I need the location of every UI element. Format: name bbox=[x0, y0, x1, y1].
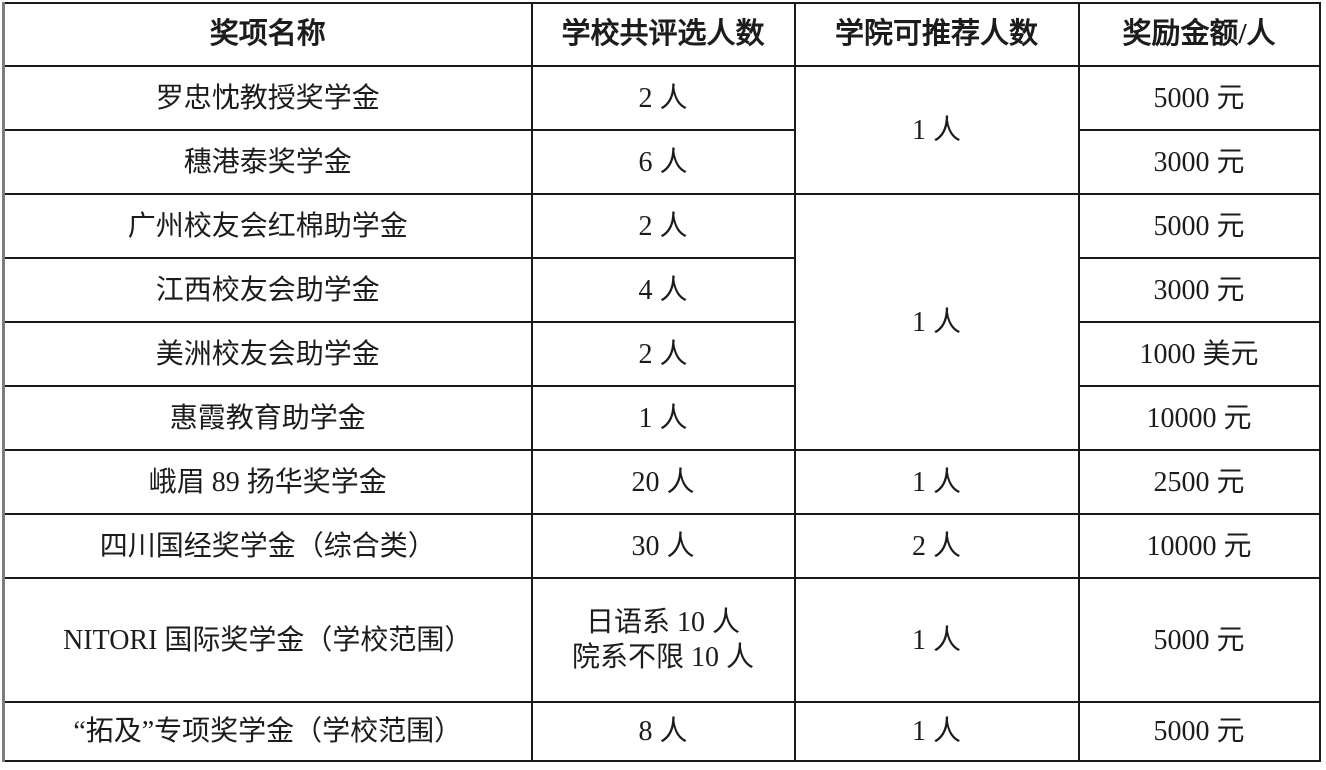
cell-award-name: 江西校友会助学金 bbox=[2, 257, 533, 323]
cell-award-name: 峨眉 89 扬华奖学金 bbox=[2, 449, 533, 515]
cell-school-quota: 2 人 bbox=[530, 193, 796, 259]
table-row: NITORI 国际奖学金（学校范围） 日语系 10 人 院系不限 10 人 1 … bbox=[2, 577, 1321, 703]
school-quota-line-1: 日语系 10 人 bbox=[585, 607, 740, 638]
table-row: 穗港泰奖学金 6 人 3000 元 bbox=[2, 129, 1321, 195]
cell-award-name: NITORI 国际奖学金（学校范围） bbox=[2, 577, 533, 703]
cell-amount: 3000 元 bbox=[1077, 257, 1321, 323]
cell-amount: 2500 元 bbox=[1077, 449, 1321, 515]
table-header-row: 奖项名称 学校共评选人数 学院可推荐人数 奖励金额/人 bbox=[2, 2, 1321, 67]
cell-award-name: “拓及”专项奖学金（学校范围） bbox=[2, 701, 533, 762]
header-amount: 奖励金额/人 bbox=[1077, 2, 1321, 67]
cell-award-name: 广州校友会红棉助学金 bbox=[2, 193, 533, 259]
table-row: “拓及”专项奖学金（学校范围） 8 人 1 人 5000 元 bbox=[2, 701, 1321, 762]
cell-school-quota: 30 人 bbox=[530, 513, 796, 579]
cell-amount: 5000 元 bbox=[1077, 701, 1321, 762]
cell-school-quota: 8 人 bbox=[530, 701, 796, 762]
table-row: 广州校友会红棉助学金 2 人 1 人 5000 元 bbox=[2, 193, 1321, 451]
cell-college-quota: 1 人 bbox=[793, 577, 1080, 703]
cell-amount: 1000 美元 bbox=[1077, 321, 1321, 387]
cell-school-quota: 日语系 10 人 院系不限 10 人 bbox=[530, 577, 796, 703]
header-award-name: 奖项名称 bbox=[2, 2, 533, 67]
table-row: 江西校友会助学金 4 人 3000 元 bbox=[2, 257, 1321, 323]
cell-school-quota: 2 人 bbox=[530, 65, 796, 131]
cell-amount: 5000 元 bbox=[1077, 577, 1321, 703]
header-school-quota: 学校共评选人数 bbox=[530, 2, 796, 67]
cell-award-name: 惠霞教育助学金 bbox=[2, 385, 533, 451]
table-row: 四川国经奖学金（综合类） 30 人 2 人 10000 元 bbox=[2, 513, 1321, 579]
cell-amount: 10000 元 bbox=[1077, 513, 1321, 579]
cell-school-quota: 4 人 bbox=[530, 257, 796, 323]
school-quota-line-2: 院系不限 10 人 bbox=[571, 642, 754, 673]
cell-school-quota: 6 人 bbox=[530, 129, 796, 195]
cell-award-name: 美洲校友会助学金 bbox=[2, 321, 533, 387]
cell-award-name: 穗港泰奖学金 bbox=[2, 129, 533, 195]
cell-college-quota: 1 人 bbox=[793, 449, 1080, 515]
cell-college-quota: 1 人 bbox=[793, 65, 1080, 195]
table-row: 峨眉 89 扬华奖学金 20 人 1 人 2500 元 bbox=[2, 449, 1321, 515]
table-row: 罗忠忱教授奖学金 2 人 1 人 5000 元 bbox=[2, 65, 1321, 195]
cell-award-name: 四川国经奖学金（综合类） bbox=[2, 513, 533, 579]
cell-amount: 10000 元 bbox=[1077, 385, 1321, 451]
cell-school-quota: 2 人 bbox=[530, 321, 796, 387]
cell-award-name: 罗忠忱教授奖学金 bbox=[2, 65, 533, 131]
header-college-quota: 学院可推荐人数 bbox=[793, 2, 1080, 67]
table-row: 惠霞教育助学金 1 人 10000 元 bbox=[2, 385, 1321, 451]
cell-school-quota: 1 人 bbox=[530, 385, 796, 451]
cell-college-quota: 2 人 bbox=[793, 513, 1080, 579]
table-row: 美洲校友会助学金 2 人 1000 美元 bbox=[2, 321, 1321, 387]
cell-college-quota: 1 人 bbox=[793, 193, 1080, 451]
cell-amount: 5000 元 bbox=[1077, 193, 1321, 259]
cell-amount: 5000 元 bbox=[1077, 65, 1321, 131]
cell-school-quota: 20 人 bbox=[530, 449, 796, 515]
cell-college-quota: 1 人 bbox=[793, 701, 1080, 762]
cell-amount: 3000 元 bbox=[1077, 129, 1321, 195]
